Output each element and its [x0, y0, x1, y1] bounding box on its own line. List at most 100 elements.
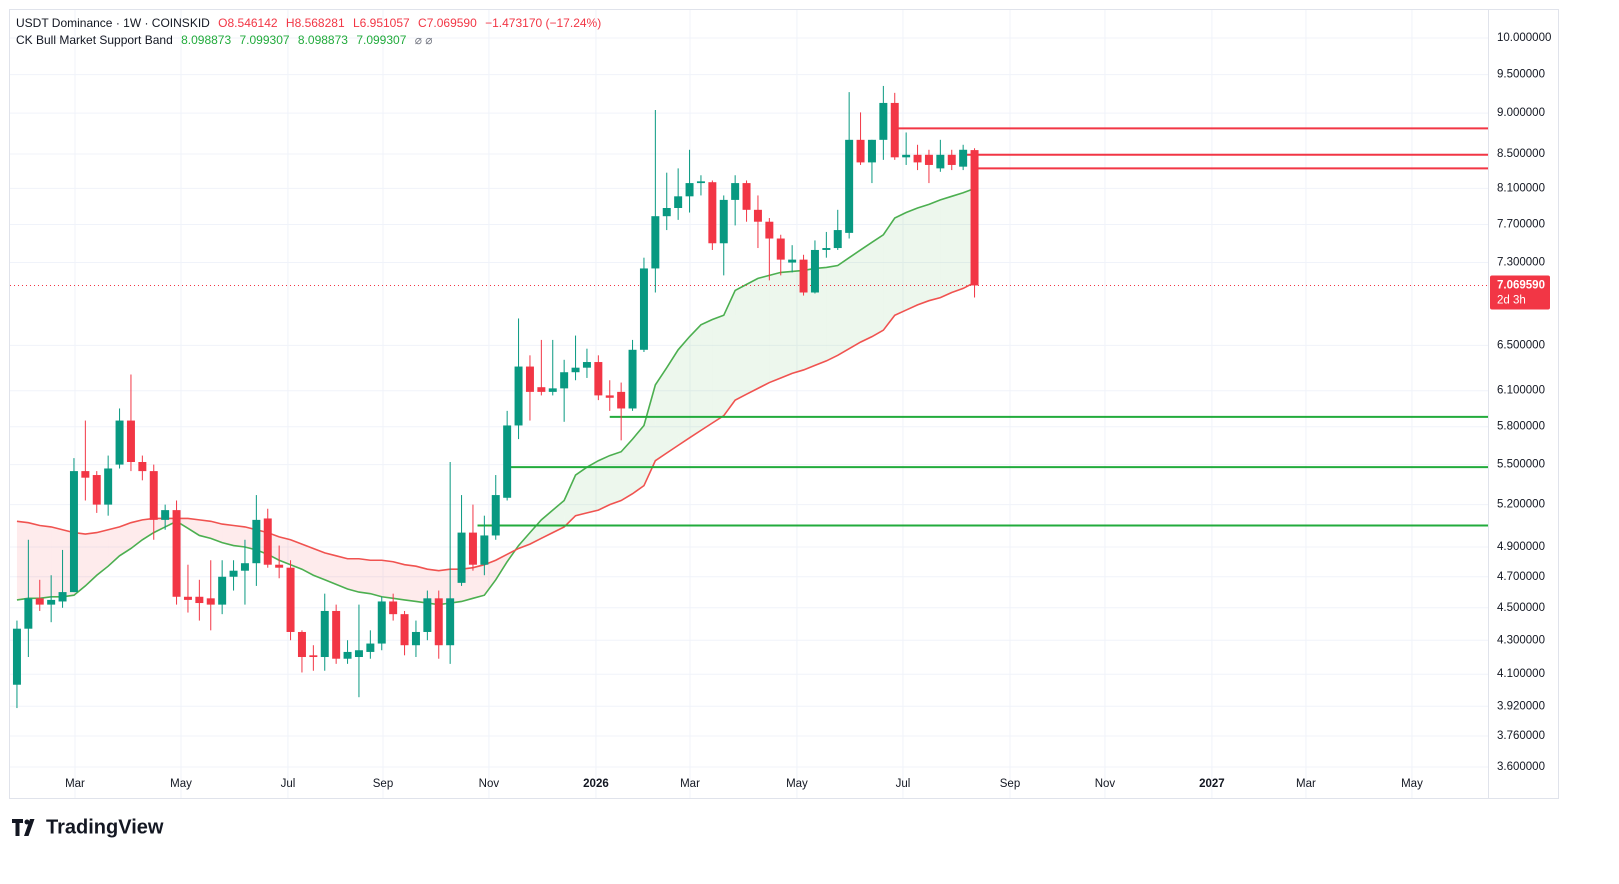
candle-body [947, 154, 956, 165]
ohlc: L6.951057 [353, 16, 410, 30]
x-tick-label: 2026 [583, 778, 609, 790]
candle-body [457, 532, 466, 583]
levels [10, 127, 1488, 527]
candle-body [788, 259, 797, 263]
band-fill [906, 208, 918, 311]
candle-body [138, 461, 147, 472]
band-fill [871, 234, 884, 337]
candle-body [662, 208, 671, 217]
candle-body [537, 387, 546, 392]
candle-body [309, 655, 318, 658]
candle-body [343, 651, 352, 659]
y-tick-label: 7.700000 [1497, 219, 1545, 231]
icon: ⌀ ⌀ [415, 33, 433, 47]
candle-body [719, 199, 728, 244]
logo-mark [12, 819, 35, 836]
legend-line-1: USDT Dominance · 1W · COINSKID O8.546142… [16, 16, 601, 30]
band-fill [404, 564, 416, 602]
candle-body [149, 471, 158, 520]
y-tick-label: 7.300000 [1497, 257, 1545, 269]
candle-body [514, 366, 523, 426]
band-fill [358, 558, 371, 594]
candle-body [628, 349, 637, 409]
y-tick-label: 8.100000 [1497, 182, 1545, 194]
candle-body [354, 650, 363, 658]
brand: TradingView [46, 816, 164, 838]
change: −1.473170 (−17.24%) [485, 16, 601, 30]
candle-body [411, 631, 420, 646]
band-fill [643, 384, 656, 486]
band-fill [586, 460, 599, 513]
band-fill [632, 425, 644, 494]
candle-body [799, 259, 808, 293]
candle-body [696, 181, 705, 184]
candle-body [936, 154, 945, 169]
candle-body [206, 598, 215, 605]
last-price-box [1490, 275, 1550, 310]
candle-body [161, 510, 170, 520]
y-tick-label: 5.800000 [1497, 421, 1545, 433]
band-fill [564, 475, 576, 527]
band-fill [279, 536, 291, 565]
x-tick-label: May [1401, 778, 1423, 790]
band-fill [199, 519, 211, 539]
band-fill [233, 525, 245, 548]
band-fill [415, 566, 428, 604]
band-fill [689, 324, 701, 438]
symbol: USDT Dominance · 1W · COINSKID [16, 16, 210, 30]
band-fill [860, 242, 872, 343]
candle-body [913, 154, 922, 163]
x-tick-label: Nov [1095, 778, 1116, 790]
candle-body [617, 391, 626, 409]
band-fill [621, 439, 633, 501]
candle-body [605, 395, 614, 398]
band-fill [700, 319, 713, 431]
candle-body [69, 471, 78, 593]
x-tick-label: Jul [896, 778, 911, 790]
candle-body [229, 570, 238, 577]
band-fill [108, 526, 120, 567]
axes: 10.000000 9.500000 9.000000 8.500000 8.10000… [65, 10, 1551, 798]
y-tick-label: 5.200000 [1497, 499, 1545, 511]
band-fill [16, 521, 29, 600]
candle-body [183, 596, 192, 600]
band-fill [85, 532, 97, 586]
candle-body [765, 221, 774, 239]
candle-body [252, 519, 261, 564]
band-fill [917, 204, 929, 305]
candle-body [366, 643, 375, 652]
band-fill [438, 569, 451, 605]
candle-body [126, 420, 135, 462]
y-tick-label: 9.500000 [1497, 69, 1545, 81]
candle-body [856, 139, 865, 163]
band-fill [28, 522, 40, 599]
legend-line-2: CK Bull Market Support Band 8.098873 7.0… [16, 33, 433, 47]
candle-body [286, 567, 295, 632]
candle-body [639, 268, 648, 350]
ohlc: C7.069590 [418, 16, 477, 30]
x-tick-label: Mar [65, 778, 85, 790]
candle-body [240, 563, 249, 571]
band-fill [792, 270, 804, 374]
x-tick-label: Jul [281, 778, 296, 790]
candle-body [651, 216, 660, 269]
candle-body [491, 495, 500, 536]
indicator-value: 8.098873 [298, 33, 348, 47]
chart-frame [9, 9, 1559, 799]
band-fill [541, 510, 553, 539]
candle-body [434, 598, 443, 646]
y-tick-label: 4.300000 [1497, 634, 1545, 646]
band-fill [119, 522, 131, 556]
band-fill [928, 199, 941, 301]
x-tick-label: Mar [1296, 778, 1316, 790]
band-fill [609, 451, 622, 505]
x-tick-label: Mar [680, 778, 700, 790]
candle-body [24, 598, 33, 629]
band-fill [769, 272, 781, 383]
candle-body [263, 518, 272, 565]
band-fill [324, 552, 337, 585]
candle-body [503, 425, 512, 498]
y-tick-label: 4.700000 [1497, 571, 1545, 583]
band-fill [655, 367, 667, 461]
